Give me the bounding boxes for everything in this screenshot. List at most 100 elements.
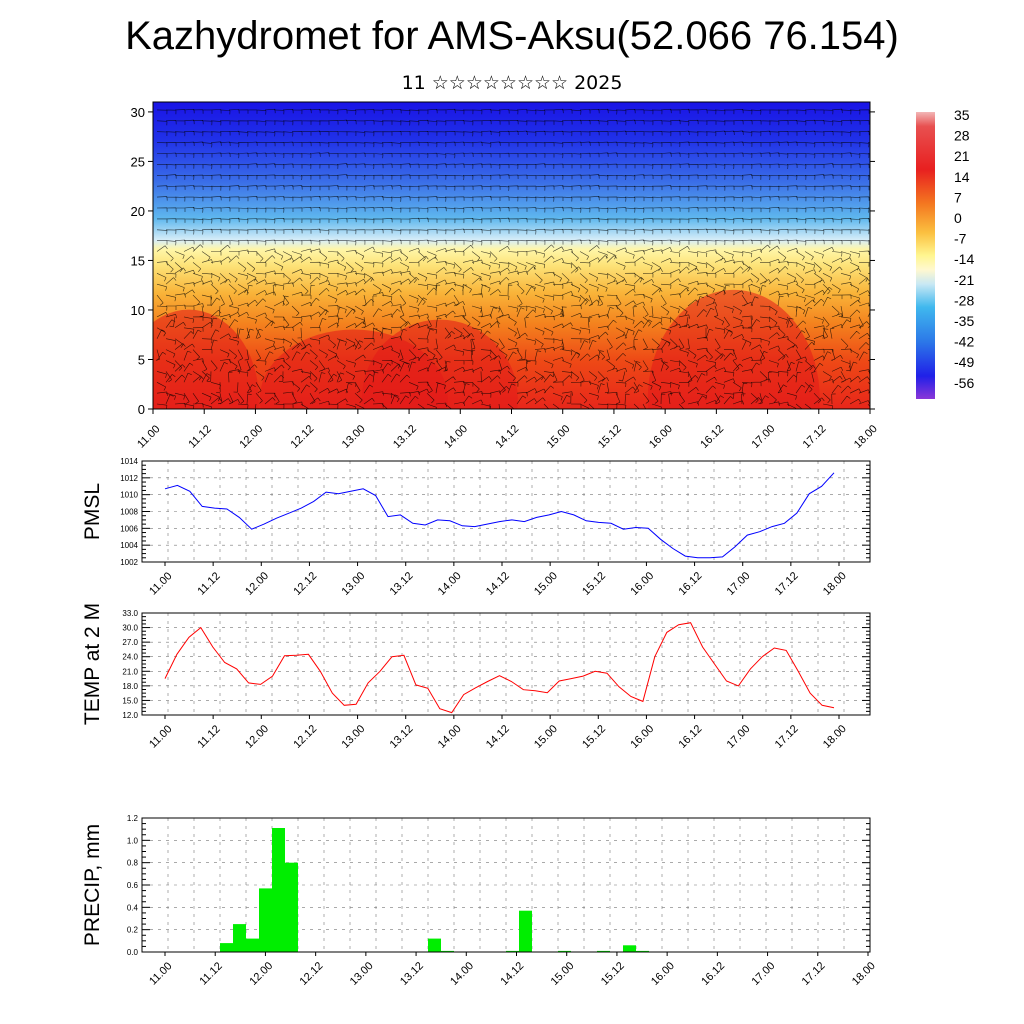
x-tick-label: 13.00 [348, 960, 376, 988]
x-tick-label: 17.12 [801, 423, 829, 451]
x-tick-label: 12.00 [243, 723, 271, 751]
y-tick-label: 27.0 [122, 638, 138, 647]
x-tick-label: 16.00 [628, 723, 656, 751]
pmsl-panel: 1002 1004 1006 1008 1010 1012 1014 11.00 11.12 12… [81, 457, 871, 598]
x-tick-label: 11.00 [147, 570, 174, 597]
warm-core [647, 289, 820, 409]
y-tick-label: 21.0 [122, 667, 138, 676]
x-tick-label: 16.00 [649, 960, 677, 988]
x-tick-label: 17.00 [725, 723, 753, 751]
y-tick-label: 33.0 [122, 609, 138, 618]
x-axis: 11.00 11.12 12.00 12.12 13.00 13.12 14.00 14.12… [147, 562, 849, 598]
x-tick-label: 17.00 [725, 570, 753, 598]
x-tick-label: 15.12 [580, 723, 608, 751]
x-tick-label: 11.12 [195, 723, 222, 750]
y-tick-label: 30 [131, 105, 145, 120]
x-tick-label: 18.00 [821, 723, 849, 751]
x-tick-label: 12.12 [291, 723, 319, 751]
colorbar-label: 28 [954, 128, 970, 144]
series-line [164, 622, 835, 714]
y-tick-label: 1002 [120, 558, 138, 567]
wind-barb-field [155, 108, 870, 409]
warm-core [259, 329, 448, 409]
colorbar-label: -56 [954, 375, 974, 391]
x-tick-label: 14.00 [442, 423, 470, 451]
precip-bar [506, 950, 519, 952]
x-tick-label: 13.12 [398, 960, 426, 988]
y-tick-label: 1008 [120, 508, 138, 517]
x-tick-label: 12.12 [289, 423, 317, 451]
x-tick-label: 11.12 [195, 570, 222, 597]
y-tick-label: 1.0 [127, 836, 139, 845]
y-tick-label: 18.0 [122, 682, 138, 691]
x-axis: 11.00 11.12 12.00 12.12 13.00 13.12 14.00 14.12… [147, 952, 878, 988]
x-tick-label: 15.12 [580, 570, 608, 598]
y-tick-label: 0.8 [127, 859, 139, 868]
chart-subtitle: 11 ☆☆☆☆☆☆☆☆ 2025 [401, 72, 623, 94]
precip-bar [636, 950, 649, 952]
precip-bar [558, 950, 571, 952]
x-tick-label: 15.00 [532, 723, 560, 751]
x-tick-label: 16.00 [628, 570, 656, 598]
colorbar-label: -49 [954, 354, 974, 370]
y-tick-label: 12.0 [122, 711, 138, 720]
colorbar-label: -7 [954, 231, 967, 247]
colorbar-gradient [916, 112, 935, 399]
x-tick-label: 12.00 [237, 423, 265, 451]
y-axis: 1002 1004 1006 1008 1010 1012 1014 [120, 457, 870, 567]
colorbar-label: -14 [954, 251, 974, 267]
x-tick-label: 15.00 [549, 960, 577, 988]
x-tick-label: 18.00 [821, 570, 849, 598]
precip-bar [597, 950, 610, 952]
grid [141, 460, 871, 563]
x-tick-label: 12.00 [243, 570, 271, 598]
colorbar: 35 28 21 14 7 0 -7 -14 -21 -28 -35 -42 -49 -56 [916, 107, 974, 399]
x-tick-label: 11.00 [147, 723, 174, 750]
y-tick-label: 1004 [120, 541, 138, 550]
x-tick-label: 14.12 [484, 570, 512, 598]
x-tick-label: 16.12 [699, 960, 727, 988]
warm-cores [153, 289, 820, 409]
x-tick-label: 17.12 [773, 570, 801, 598]
y-tick-label: 1014 [120, 457, 138, 466]
precip-bar [441, 950, 454, 952]
y-tick-label: 15 [131, 253, 145, 268]
y-tick-label: 5 [138, 352, 145, 367]
precip-bar [259, 888, 272, 952]
y-tick-label: 15.0 [122, 696, 138, 705]
wind-barbs [155, 108, 870, 409]
grid [141, 817, 871, 953]
x-tick-label: 17.12 [800, 960, 828, 988]
x-tick-label: 14.00 [436, 570, 464, 598]
colorbar-label: -42 [954, 334, 974, 350]
x-tick-label: 13.12 [388, 723, 416, 751]
x-tick-label: 11.12 [186, 423, 213, 450]
x-axis: 11.00 11.12 12.00 12.12 13.00 13.12 14.00 14.12… [147, 715, 849, 751]
colorbar-label: 0 [954, 210, 962, 226]
x-tick-label: 16.12 [698, 423, 726, 451]
precip-bar [246, 938, 259, 952]
x-tick-label: 13.00 [339, 570, 367, 598]
precip-bar [519, 910, 532, 952]
x-tick-label: 14.00 [448, 960, 476, 988]
y-axis-title: PRECIP, mm [81, 824, 104, 946]
x-tick-label: 14.12 [498, 960, 526, 988]
x-tick-label: 13.12 [388, 570, 416, 598]
grid [141, 612, 871, 716]
x-tick-label: 18.00 [852, 423, 880, 451]
x-tick-label: 11.00 [135, 423, 162, 450]
x-tick-label: 15.00 [545, 423, 573, 451]
x-tick-label: 12.12 [298, 960, 326, 988]
precip-bar [272, 828, 285, 952]
x-tick-label: 13.00 [339, 723, 367, 751]
y-tick-label: 0.6 [127, 881, 139, 890]
y-tick-label: 30.0 [122, 624, 138, 633]
y-tick-label: 25 [131, 154, 145, 169]
precip-bar [220, 943, 233, 952]
precip-bar [623, 945, 636, 952]
y-axis: 12.0 15.0 18.0 21.0 24.0 27.0 30.0 33.0 [122, 609, 870, 720]
y-tick-label: 20 [131, 204, 145, 219]
cross-section-panel: 0 5 10 15 20 25 30 11.00 11.12 12.00 12.12 13.00 13… [131, 101, 880, 451]
series-line [164, 472, 835, 559]
